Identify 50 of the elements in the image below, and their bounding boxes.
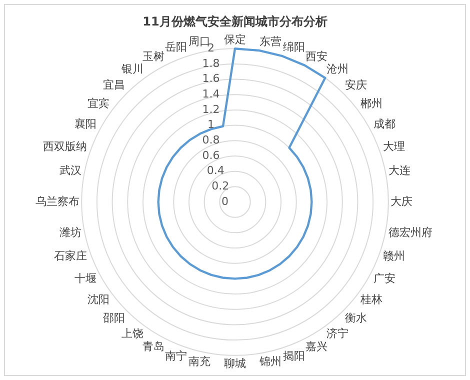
y-tick-label: 1 — [208, 118, 214, 132]
spoke-label: 郴州 — [360, 96, 383, 110]
y-tick-label: 0.4 — [206, 164, 224, 178]
spoke-label: 成都 — [373, 118, 396, 131]
spoke-label: 大理 — [382, 140, 405, 154]
spoke-label: 西安 — [306, 50, 328, 63]
y-tick-label: 0.8 — [202, 134, 220, 146]
spoke-label: 衡水 — [344, 311, 367, 324]
chart-title: 11月份燃气安全新闻城市分布分析 — [142, 14, 328, 28]
spoke-label: 西双版纳 — [43, 140, 88, 154]
spoke-label: 赣州 — [382, 249, 405, 262]
spoke-label: 上饶 — [122, 327, 144, 340]
y-tick-label: 1.4 — [202, 87, 220, 100]
spoke-label: 桂林 — [360, 292, 383, 306]
y-tick-label: 0.6 — [202, 148, 220, 162]
spoke-label: 潍坊 — [60, 226, 82, 239]
y-tick-label: 1.8 — [202, 56, 220, 70]
spoke-label: 乌兰察布 — [36, 194, 80, 208]
y-tick-label: 0.2 — [212, 180, 230, 193]
spoke-label: 青岛 — [142, 340, 164, 353]
spoke-label: 大庆 — [390, 194, 412, 208]
spoke-label: 沈阳 — [87, 292, 110, 306]
spoke-label: 广安 — [373, 272, 396, 286]
spoke-label: 大连 — [388, 164, 410, 177]
y-tick-label: 1.6 — [202, 72, 220, 86]
spoke-label: 锦州 — [258, 354, 282, 368]
spoke-label: 岳阳 — [164, 40, 187, 54]
spoke-label: 聊城 — [224, 356, 246, 370]
y-tick-label: 0 — [222, 194, 228, 208]
spoke-label: 沧州 — [326, 62, 348, 76]
spoke-label: 揭阳 — [283, 349, 306, 362]
spoke-label: 东营 — [259, 34, 282, 48]
spoke-label: 绵阳 — [283, 40, 306, 54]
spoke-label: 宜宾 — [87, 96, 110, 110]
spoke-label: 石家庄 — [54, 249, 88, 262]
spoke-label: 南充 — [188, 354, 211, 368]
spoke-label: 银川 — [120, 62, 144, 76]
spoke-label: 邵阳 — [103, 311, 126, 324]
spoke-label: 嘉兴 — [306, 340, 328, 353]
spoke-label: 宜昌 — [103, 78, 126, 92]
spoke-label: 德宏州府 — [388, 226, 432, 239]
spoke-label: 济宁 — [326, 327, 348, 340]
y-tick-label: 1.2 — [202, 102, 220, 116]
spoke-label: 十堰 — [74, 272, 97, 286]
spoke-label: 襄阳 — [74, 118, 97, 131]
spoke-label: 武汉 — [60, 164, 82, 177]
spoke-label: 安庆 — [344, 78, 367, 92]
spoke-label: 南宁 — [164, 349, 187, 362]
spoke-label: 玉树 — [142, 50, 164, 63]
spoke-label: 保定 — [224, 32, 246, 46]
